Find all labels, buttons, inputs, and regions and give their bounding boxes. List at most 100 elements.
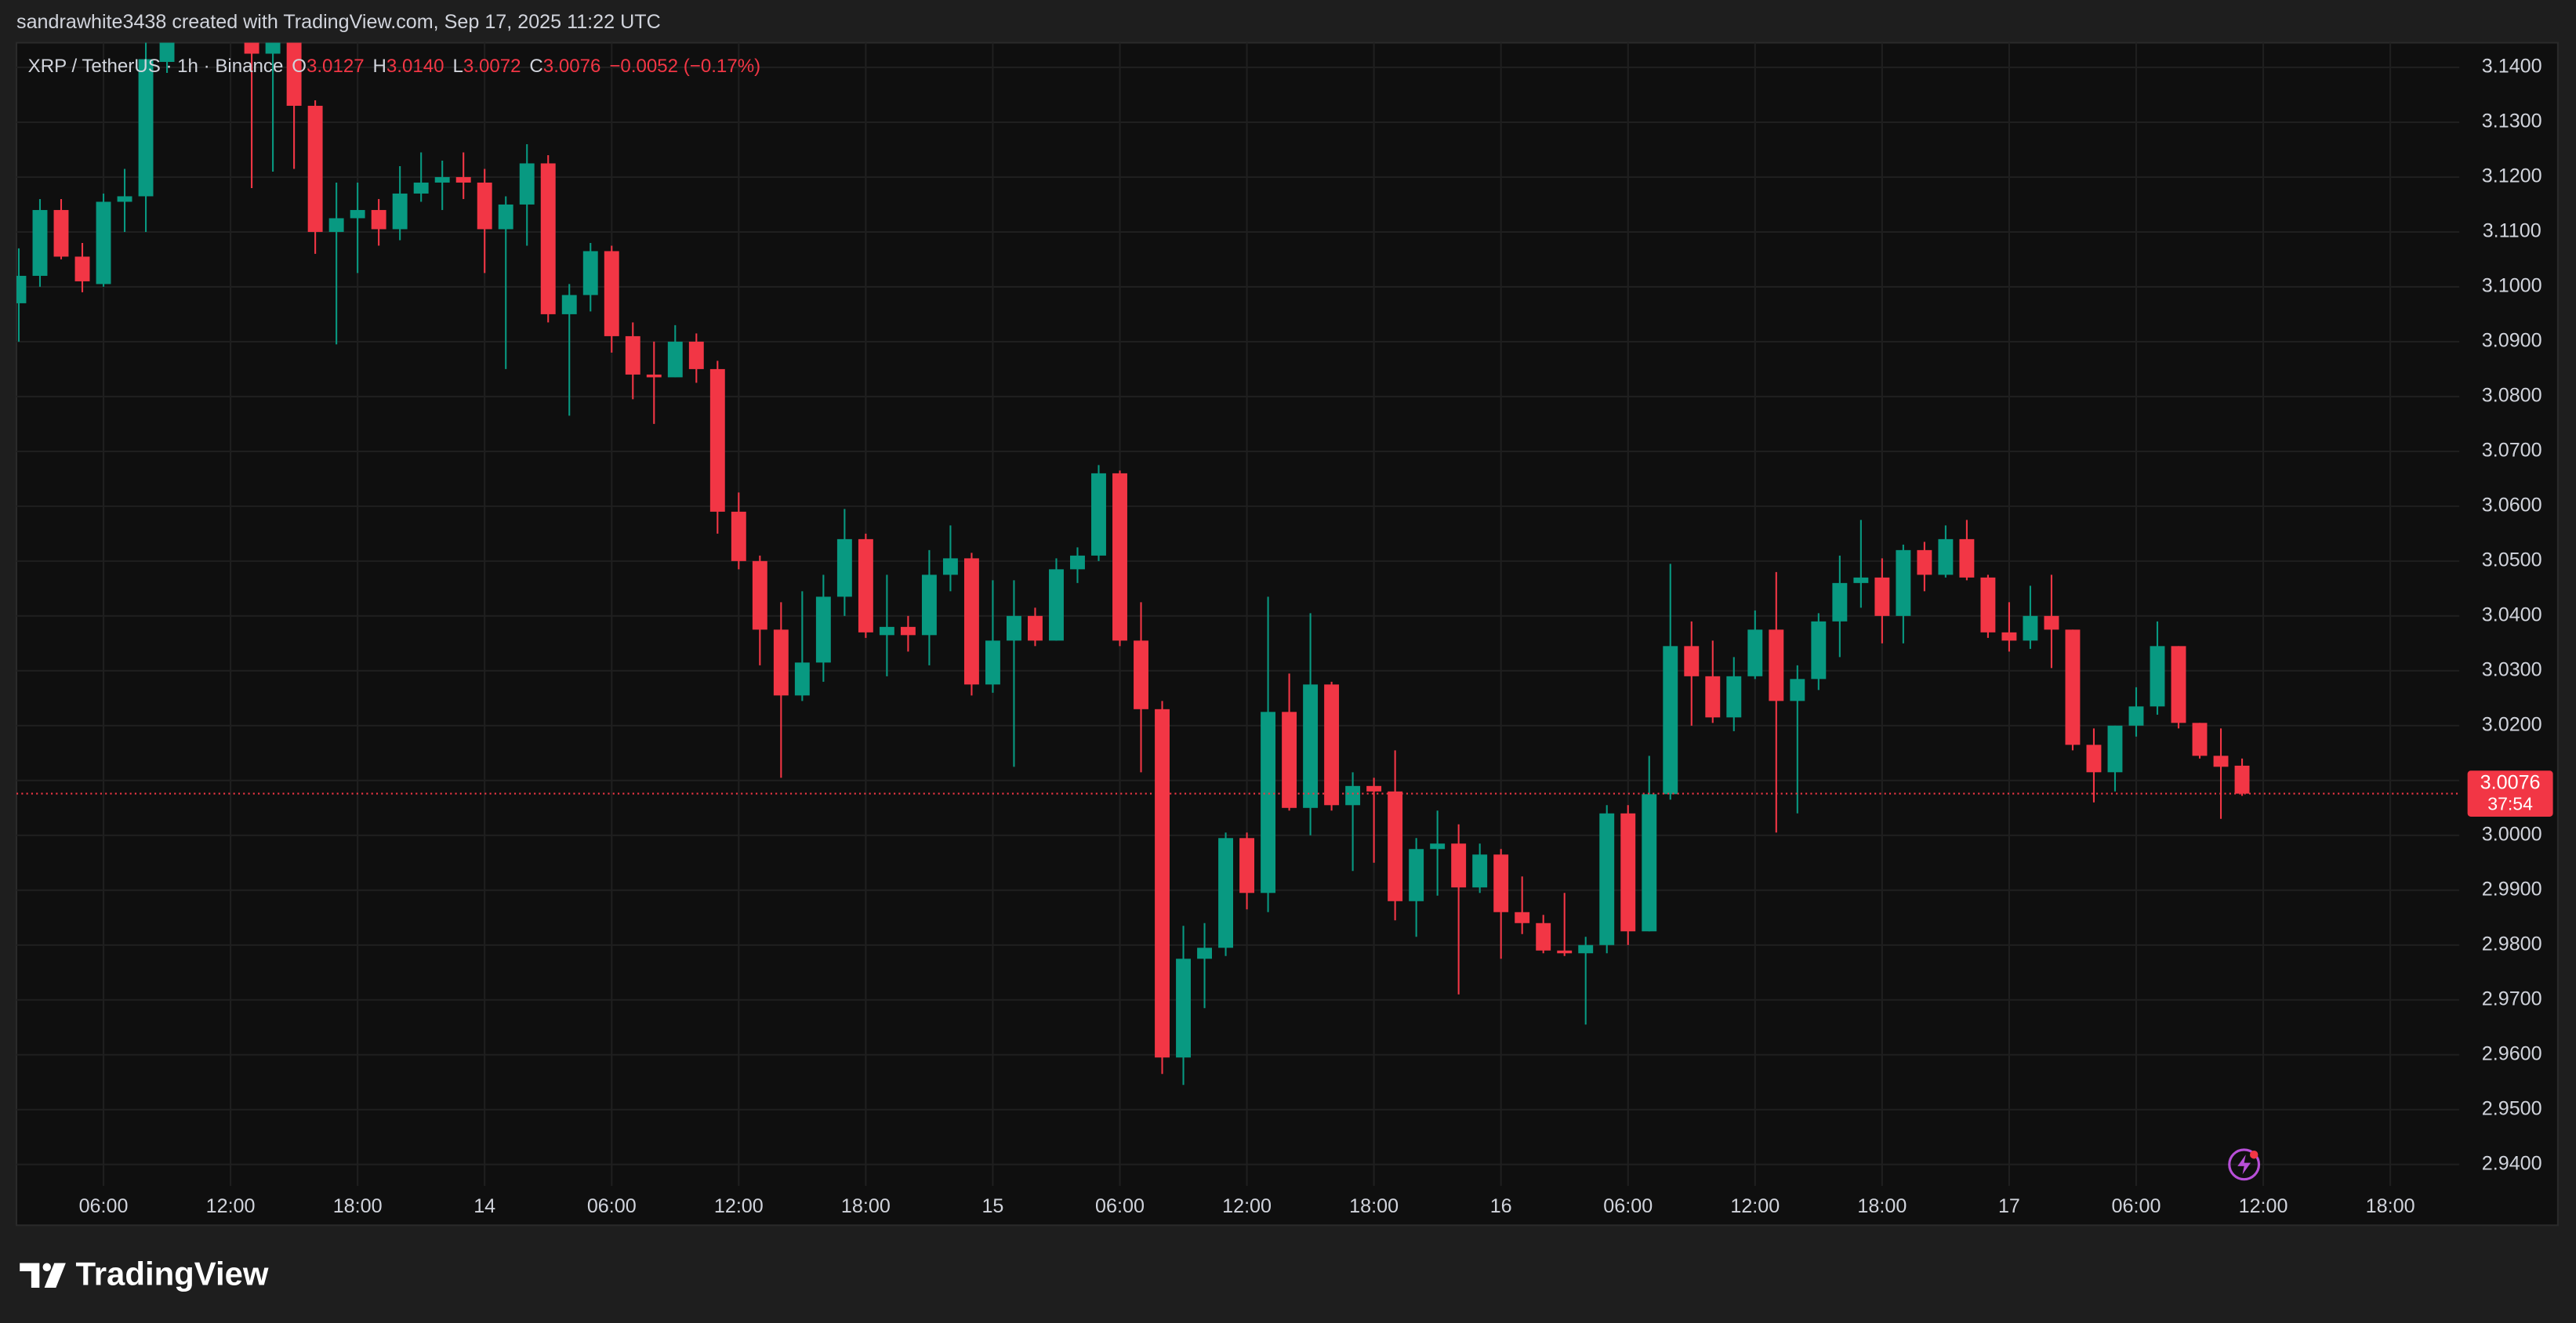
candle-body — [1959, 538, 1975, 578]
y-tick-label: 3.0500 — [2482, 549, 2542, 571]
candle-body — [1197, 948, 1212, 959]
candle-body — [1832, 582, 1848, 622]
candle-body — [1599, 813, 1615, 945]
y-tick-label: 3.1200 — [2482, 165, 2542, 187]
candle-body — [1790, 679, 1805, 701]
candle-body — [646, 374, 662, 378]
y-tick-label: 3.0200 — [2482, 713, 2542, 735]
candle-body — [159, 42, 175, 62]
countdown: 37:54 — [2487, 793, 2533, 814]
x-tick-label: 15 — [981, 1195, 1003, 1217]
candle-body — [1049, 569, 1064, 641]
candle-body — [1155, 709, 1170, 1058]
candle-body — [138, 59, 154, 197]
alert-icon[interactable] — [2228, 1148, 2261, 1181]
last-price-box — [2467, 770, 2553, 817]
candle-body — [858, 538, 873, 633]
close-value: 3.0076 — [543, 56, 601, 77]
candle-body — [1557, 950, 1573, 954]
candle-body — [244, 42, 259, 54]
candle-body — [731, 511, 746, 561]
last-price-label: 3.0076 — [2480, 772, 2541, 794]
candle-body — [1684, 646, 1700, 676]
x-tick-label: 06:00 — [587, 1195, 637, 1217]
candle-body — [1811, 621, 1827, 680]
candle-body — [498, 204, 513, 230]
candle-body — [2150, 646, 2165, 707]
y-tick-label: 3.0600 — [2482, 495, 2542, 517]
candle-body — [604, 251, 619, 336]
y-tick-label: 3.1300 — [2482, 111, 2542, 132]
candle-body — [1218, 838, 1234, 948]
x-tick-label: 06:00 — [79, 1195, 129, 1217]
candle-body — [582, 251, 598, 295]
candle-body — [709, 368, 725, 512]
candle-body — [265, 42, 281, 54]
candle-body — [1091, 473, 1106, 556]
axes: 3.1400 3.1300 3.1200 3.1100 3.1000 3.0900 3.08… — [79, 56, 2553, 1217]
y-tick-label: 3.1400 — [2482, 56, 2542, 78]
candle-body — [2001, 632, 2017, 641]
candle-body — [1874, 577, 1890, 616]
candle-body — [1409, 849, 1424, 901]
y-tick-label: 2.9400 — [2482, 1152, 2542, 1174]
y-tick-label: 3.0400 — [2482, 604, 2542, 625]
candle-body — [2044, 615, 2059, 630]
candle-body — [307, 105, 323, 232]
candles — [16, 42, 2460, 1086]
low-value: 3.0072 — [463, 56, 521, 77]
y-tick-label: 3.0000 — [2482, 823, 2542, 845]
y-tick-label: 3.0800 — [2482, 385, 2542, 407]
attribution: sandrawhite3438 created with TradingView… — [16, 11, 661, 33]
candle-body — [371, 209, 386, 230]
x-tick-label: 18:00 — [841, 1195, 891, 1217]
x-tick-label: 18:00 — [1349, 1195, 1399, 1217]
candle-body — [540, 163, 556, 314]
candle-body — [2107, 725, 2123, 773]
candle-body — [1515, 912, 1530, 923]
candle-body — [1536, 922, 1551, 951]
candle-body — [32, 209, 48, 276]
high-label: H — [373, 56, 386, 77]
candle-body — [117, 196, 132, 202]
candle-body — [2023, 615, 2038, 641]
grid — [16, 42, 2460, 1187]
candle-body — [286, 42, 302, 106]
candle-body — [1980, 577, 1996, 633]
candle-body — [16, 275, 27, 303]
open-label: O — [292, 56, 307, 77]
x-tick-label: 12:00 — [714, 1195, 764, 1217]
high-value: 3.0140 — [386, 56, 444, 77]
candle-body — [455, 176, 471, 183]
candle-body — [1070, 555, 1085, 570]
symbol: XRP / TetherUS · 1h · Binance — [28, 56, 284, 77]
candle-body — [836, 538, 852, 597]
candle-body — [1239, 838, 1255, 893]
candle-body — [667, 341, 683, 378]
candle-body — [53, 209, 69, 257]
x-tick-label: 06:00 — [1603, 1195, 1653, 1217]
candle-body — [1028, 615, 1043, 641]
x-tick-label: 18:00 — [333, 1195, 383, 1217]
close-label: C — [529, 56, 542, 77]
y-tick-label: 2.9800 — [2482, 933, 2542, 955]
x-tick-label: 12:00 — [1222, 1195, 1272, 1217]
candle-body — [1345, 785, 1361, 806]
candle-body — [2234, 765, 2250, 794]
candle-body — [350, 209, 365, 219]
candle-body — [1176, 959, 1191, 1058]
candle-body — [1769, 629, 1784, 701]
candle-body — [985, 640, 1000, 685]
candle-body — [1620, 813, 1636, 932]
x-tick-label: 06:00 — [2112, 1195, 2161, 1217]
candle-body — [1726, 676, 1742, 718]
candle-body — [625, 335, 640, 375]
candle-body — [519, 163, 535, 205]
y-tick-label: 3.0700 — [2482, 440, 2542, 462]
candle-body — [1006, 615, 1021, 641]
candle-body — [879, 626, 894, 636]
candle-body — [1493, 854, 1509, 912]
candle-body — [942, 558, 958, 575]
y-tick-label: 3.0900 — [2482, 330, 2542, 352]
